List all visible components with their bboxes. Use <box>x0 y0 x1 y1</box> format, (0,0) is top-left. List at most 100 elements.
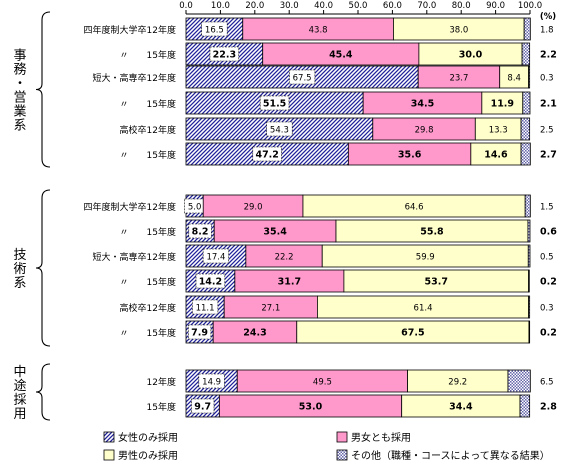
data-label-box <box>209 46 240 62</box>
axis-tick-label: 20.0 <box>245 1 264 11</box>
data-label-female: 16.5 <box>205 26 224 36</box>
data-label-box <box>259 95 290 111</box>
data-label-male: 30.0 <box>459 50 483 61</box>
bar-segment-other <box>522 91 531 115</box>
data-label-female: 51.5 <box>263 99 286 110</box>
bar-segment-other <box>524 194 531 218</box>
data-label-both: 43.8 <box>309 26 328 36</box>
data-label-both: 45.4 <box>329 50 353 61</box>
bars: 16.5 43.8 38.0 1.8 22.3 45.4 30.0 2.2 67.5 23.7 8.… <box>184 17 557 418</box>
data-label-both: 24.3 <box>243 328 266 339</box>
legend-label-other: その他（職種・コースによって異なる結果） <box>351 449 550 462</box>
group-brace <box>35 11 51 168</box>
data-label-female: 47.2 <box>255 150 278 161</box>
axis-tick-label: 90.0 <box>486 1 505 11</box>
axis-tick-label: 0.0 <box>179 1 193 11</box>
data-label-box <box>191 299 219 315</box>
data-label-male: 34.4 <box>449 402 473 413</box>
data-label-male: 38.0 <box>449 26 468 36</box>
data-label-both: 29.8 <box>415 126 434 136</box>
data-label-female: 9.7 <box>194 402 211 413</box>
data-label-other: 1.8 <box>540 26 554 36</box>
category-label: 15年度 <box>147 401 176 413</box>
data-label-female: 17.4 <box>206 253 225 263</box>
data-label-male: 8.4 <box>507 74 521 84</box>
category-label: 高校卒12年度 <box>120 302 176 314</box>
data-label-other: 2.5 <box>540 126 554 136</box>
data-label-other: 0.2 <box>540 328 557 339</box>
category-label: 〃 15年度 <box>120 49 176 61</box>
category-label: 高校卒12年度 <box>120 124 176 136</box>
data-label-male: 59.9 <box>416 253 435 263</box>
data-label-both: 35.6 <box>398 150 422 161</box>
data-label-box <box>195 273 226 289</box>
axis-tick-label: 50.0 <box>349 1 368 11</box>
data-label-box <box>198 373 225 389</box>
bar-segment-other <box>528 295 531 319</box>
group-label: 技術系 <box>13 248 26 291</box>
data-label-other: 2.2 <box>540 50 557 61</box>
legend-label-both: 男女とも採用 <box>351 431 411 444</box>
legend-swatch-both <box>336 431 348 443</box>
category-label: 四年度制大学卒12年度 <box>84 24 176 36</box>
data-label-box <box>187 324 212 340</box>
data-label-other: 2.1 <box>540 99 557 110</box>
category-label: 12年度 <box>147 376 176 388</box>
data-label-both: 31.7 <box>278 277 301 288</box>
category-label: 四年度制大学卒12年度 <box>84 201 176 213</box>
bar-segment-other <box>527 219 531 243</box>
data-label-other: 2.8 <box>540 402 557 413</box>
group-label: 事務・営業系 <box>13 49 26 134</box>
bar-segment-other <box>527 244 531 268</box>
bar-segment-other <box>528 65 531 89</box>
data-label-male: 11.9 <box>491 99 514 110</box>
data-label-female: 8.2 <box>192 227 209 238</box>
bar-segment-other <box>523 17 531 41</box>
data-label-box <box>252 146 282 162</box>
category-label: 〃 15年度 <box>120 276 176 288</box>
data-label-both: 34.5 <box>411 99 434 110</box>
axis-tick-label: 60.0 <box>383 1 402 11</box>
data-label-both: 23.7 <box>449 74 468 84</box>
legend-label-male: 男性のみ採用 <box>118 449 178 462</box>
category-label: 短大・高専卒12年度 <box>93 72 176 84</box>
axis-tick-label: 80.0 <box>452 1 471 11</box>
bar-segment-other <box>528 269 530 293</box>
group-label: 中途採用 <box>13 365 26 422</box>
data-label-box <box>188 223 212 239</box>
data-label-other: 0.6 <box>540 227 557 238</box>
data-label-male: 13.3 <box>489 126 508 136</box>
data-label-both: 35.4 <box>263 227 287 238</box>
data-label-other: 0.3 <box>540 304 554 314</box>
axis-tick-label: 30.0 <box>280 1 299 11</box>
data-label-both: 53.0 <box>299 402 323 413</box>
data-label-box <box>201 21 228 37</box>
axis-tick-label: 10.0 <box>211 1 230 11</box>
category-label: 〃 15年度 <box>120 98 176 110</box>
percent-axis: 0.0 10.0 20.0 30.0 40.0 50.0 60.0 70.0 80.0 90.0 1… <box>179 1 556 22</box>
data-label-both: 29.0 <box>244 203 263 213</box>
data-label-female: 54.3 <box>270 126 289 136</box>
data-label-both: 49.5 <box>313 378 332 388</box>
data-label-box <box>202 248 230 264</box>
data-label-female: 7.9 <box>191 328 208 339</box>
data-label-male: 14.6 <box>484 150 508 161</box>
data-label-female: 14.2 <box>199 277 222 288</box>
bar-segment-other <box>507 369 531 393</box>
data-label-female: 11.1 <box>196 304 215 314</box>
legend-swatch-other <box>336 449 348 461</box>
axis-tick-label: 40.0 <box>314 1 333 11</box>
data-label-female: 67.5 <box>293 74 312 84</box>
bar-segment-other <box>528 320 531 344</box>
data-label-female: 22.3 <box>213 50 236 61</box>
category-label: 〃 15年度 <box>120 327 176 339</box>
data-label-both: 27.1 <box>261 304 280 314</box>
category-label: 〃 15年度 <box>120 226 176 238</box>
legend-swatch-male <box>103 449 115 461</box>
data-label-male: 55.8 <box>420 227 444 238</box>
group-brace <box>35 189 51 347</box>
